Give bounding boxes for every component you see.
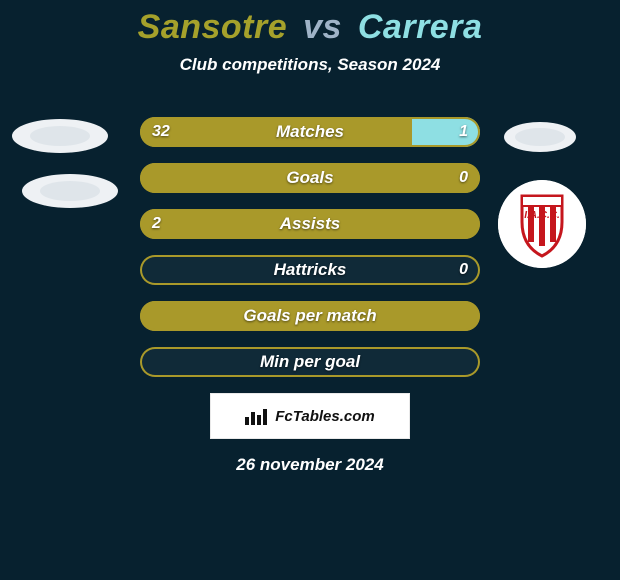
stat-value-right: 0 <box>459 163 468 193</box>
stat-value-right: 1 <box>459 117 468 147</box>
stat-row-assists: Assists2 <box>140 209 480 239</box>
comparison-chart: Matches321Goals0Assists2Hattricks0Goals … <box>0 117 620 377</box>
footer-card[interactable]: FcTables.com <box>210 393 410 439</box>
stat-label: Assists <box>140 209 480 239</box>
title-player1: Sansotre <box>138 8 288 46</box>
stat-value-left: 2 <box>152 209 161 239</box>
stat-label: Goals per match <box>140 301 480 331</box>
stat-row-min-per-goal: Min per goal <box>140 347 480 377</box>
subtitle: Club competitions, Season 2024 <box>0 55 620 75</box>
stat-row-hattricks: Hattricks0 <box>140 255 480 285</box>
stat-label: Hattricks <box>140 255 480 285</box>
stat-row-matches: Matches32 1 <box>140 117 480 147</box>
stat-label: Min per goal <box>140 347 480 377</box>
footer-brand: FcTables.com <box>275 408 374 425</box>
stat-label: Matches <box>140 117 480 147</box>
stat-value-right: 0 <box>459 255 468 285</box>
stat-value-left: 32 <box>152 117 170 147</box>
stat-row-goals-per-match: Goals per match <box>140 301 480 331</box>
stat-label: Goals <box>140 163 480 193</box>
title-vs: vs <box>297 8 348 46</box>
stat-row-goals: Goals0 <box>140 163 480 193</box>
page-title: Sansotre vs Carrera <box>0 8 620 47</box>
bars-icon <box>245 407 267 425</box>
date-label: 26 november 2024 <box>0 455 620 475</box>
title-player2: Carrera <box>358 8 482 46</box>
page: Sansotre vs Carrera Club competitions, S… <box>0 0 620 580</box>
